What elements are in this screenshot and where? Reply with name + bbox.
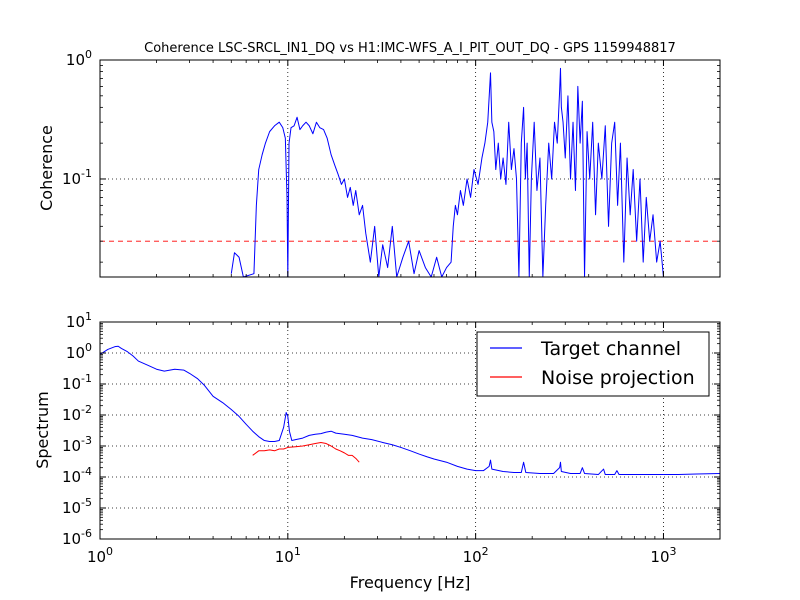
spectrum-y-tick-label: 10-5 (62, 496, 92, 517)
spectrum-y-tick-label: 10-3 (62, 434, 92, 455)
spectrum-y-tick-label: 10-2 (62, 403, 92, 424)
coherence-panel: 10-1 100 Coherence LSC-SRCL_IN1_DQ vs H1:… (37, 41, 721, 278)
spectrum-x-axis-label: Frequency [Hz] (350, 573, 471, 592)
coherence-y-tick-label: 100 (66, 48, 92, 69)
spectrum-line-target-channel (100, 345, 720, 476)
spectrum-axes-frame (99, 321, 721, 540)
spectrum-series (100, 345, 720, 476)
spectrum-y-tick-label: 10-4 (62, 465, 92, 486)
spectrum-line-noise-projection (252, 441, 360, 463)
coherence-line-series-0 (230, 67, 664, 277)
coherence-series (100, 67, 720, 277)
spectrum-y-tick-label: 100 (66, 341, 92, 362)
coherence-tick-labels: 10-1 100 (62, 48, 720, 277)
spectrum-y-tick-label: 10-6 (62, 527, 92, 548)
coherence-title: Coherence LSC-SRCL_IN1_DQ vs H1:IMC-WFS_… (144, 41, 676, 56)
legend-box (476, 331, 710, 397)
coherence-axes-frame (99, 59, 721, 278)
legend-label-target: Target channel (540, 338, 681, 360)
spectrum-y-tick-label: 101 (66, 310, 92, 331)
coherence-y-tick-label: 10-1 (62, 167, 92, 188)
legend-label-noise: Noise projection (541, 367, 695, 389)
spectrum-y-axis-label: Spectrum (33, 391, 52, 469)
spectrum-y-tick-label: 10-1 (62, 372, 92, 393)
legend: Target channel Noise projection (476, 331, 710, 397)
spectrum-x-tick-label: 101 (275, 545, 301, 566)
coherence-y-axis-label: Coherence (37, 125, 56, 211)
spectrum-tick-labels: 100 101 102 103 10-6 10-5 10-4 10-3 10-2 10-1 100 1… (62, 310, 720, 566)
spectrum-x-tick-label: 103 (650, 545, 676, 566)
spectrum-x-tick-label: 102 (463, 545, 489, 566)
spectrum-panel: 100 101 102 103 10-6 10-5 10-4 10-3 10-2 10-1 100 1… (33, 310, 721, 592)
spectrum-x-tick-label: 100 (87, 545, 113, 566)
